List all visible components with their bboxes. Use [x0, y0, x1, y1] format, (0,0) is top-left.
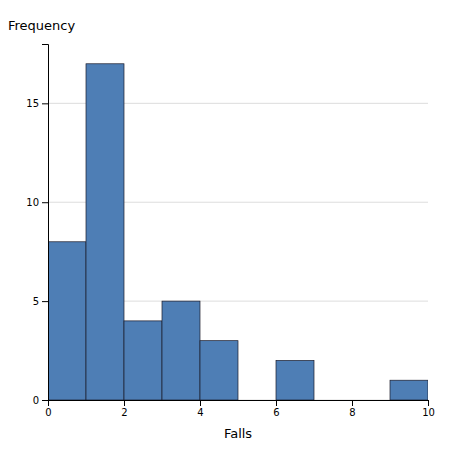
tick-label: 5	[33, 296, 39, 307]
plot: 0 2 4 6 8 10 0 5 10 15	[26, 45, 435, 419]
bar	[238, 400, 276, 401]
tick-label: 4	[197, 407, 203, 418]
bar	[314, 400, 352, 401]
x-axis-title: Falls	[224, 426, 252, 441]
bar	[200, 341, 238, 400]
tick: 4	[197, 400, 203, 418]
tick-mark	[42, 202, 48, 203]
tick-label: 15	[26, 98, 39, 109]
tick: 0	[33, 395, 48, 406]
tick: 2	[121, 400, 127, 418]
tick-mark	[276, 400, 277, 406]
tick-label: 0	[33, 395, 39, 406]
tick-label: 10	[422, 407, 435, 418]
bar	[276, 360, 314, 400]
tick: 6	[273, 400, 279, 418]
tick: 10	[422, 400, 435, 418]
bar	[86, 64, 124, 400]
tick-label: 2	[121, 407, 127, 418]
tick: 5	[33, 296, 48, 307]
tick: 10	[26, 197, 48, 208]
tick-mark	[42, 400, 48, 401]
bar	[352, 400, 390, 401]
tick: 8	[349, 400, 355, 418]
axis-line	[42, 45, 49, 401]
x-axis: 0 2 4 6 8 10	[45, 400, 435, 418]
tick-mark	[42, 103, 48, 104]
tick: 15	[26, 98, 48, 109]
tick-mark	[352, 400, 353, 406]
axis-line	[49, 401, 429, 407]
tick-mark	[124, 400, 125, 406]
tick-mark	[42, 301, 48, 302]
chart: 0 2 4 6 8 10 0 5 10 15 Falls Frequency	[0, 0, 450, 450]
bar	[162, 301, 200, 400]
y-axis-title: Frequency	[8, 18, 75, 33]
tick-mark	[200, 400, 201, 406]
tick-label: 8	[349, 407, 355, 418]
tick-label: 10	[26, 197, 39, 208]
bar	[390, 380, 428, 400]
tick-mark	[428, 400, 429, 406]
bars	[48, 64, 428, 400]
y-axis: 0 5 10 15	[26, 45, 48, 406]
tick-label: 6	[273, 407, 279, 418]
tick: 0	[45, 400, 51, 418]
bar	[48, 242, 86, 400]
bar	[124, 321, 162, 400]
tick-label: 0	[45, 407, 51, 418]
